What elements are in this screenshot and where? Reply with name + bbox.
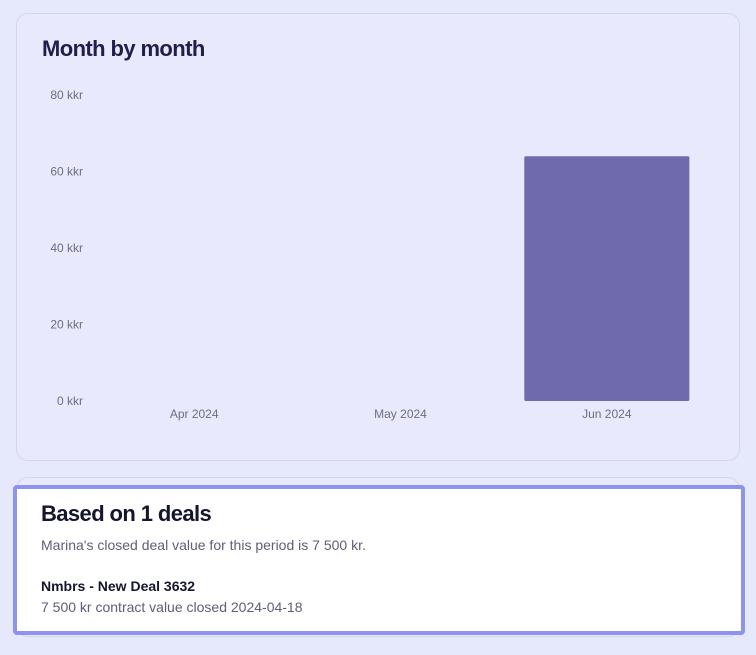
- x-tick-label: May 2024: [374, 407, 427, 421]
- deal-name[interactable]: Nmbrs - New Deal 3632: [41, 578, 196, 594]
- x-tick-label: Apr 2024: [170, 407, 219, 421]
- y-tick-label: 0 kkr: [57, 394, 83, 408]
- deal-detail: 7 500 kr contract value closed 2024-04-1…: [41, 599, 303, 615]
- bar-jun-2024[interactable]: [524, 156, 690, 401]
- bar-chart: 0 kkr 20 kkr 40 kkr 60 kkr 80 kkr Apr 2024 May…: [50, 88, 690, 421]
- y-tick-label: 20 kkr: [50, 318, 83, 332]
- y-tick-label: 80 kkr: [50, 88, 83, 102]
- deals-title: Based on 1 deals: [41, 501, 212, 526]
- chart-card: Month by month 0 kkr 20 kkr 40 kkr 60 kkr 80…: [16, 13, 740, 461]
- deals-summary-card[interactable]: Based on 1 deals Marina's closed deal va…: [13, 485, 745, 635]
- chart-title: Month by month: [42, 36, 205, 61]
- deals-summary-text: Marina's closed deal value for this peri…: [41, 537, 366, 553]
- y-tick-label: 40 kkr: [50, 241, 83, 255]
- x-tick-label: Jun 2024: [582, 407, 632, 421]
- y-tick-label: 60 kkr: [50, 165, 83, 179]
